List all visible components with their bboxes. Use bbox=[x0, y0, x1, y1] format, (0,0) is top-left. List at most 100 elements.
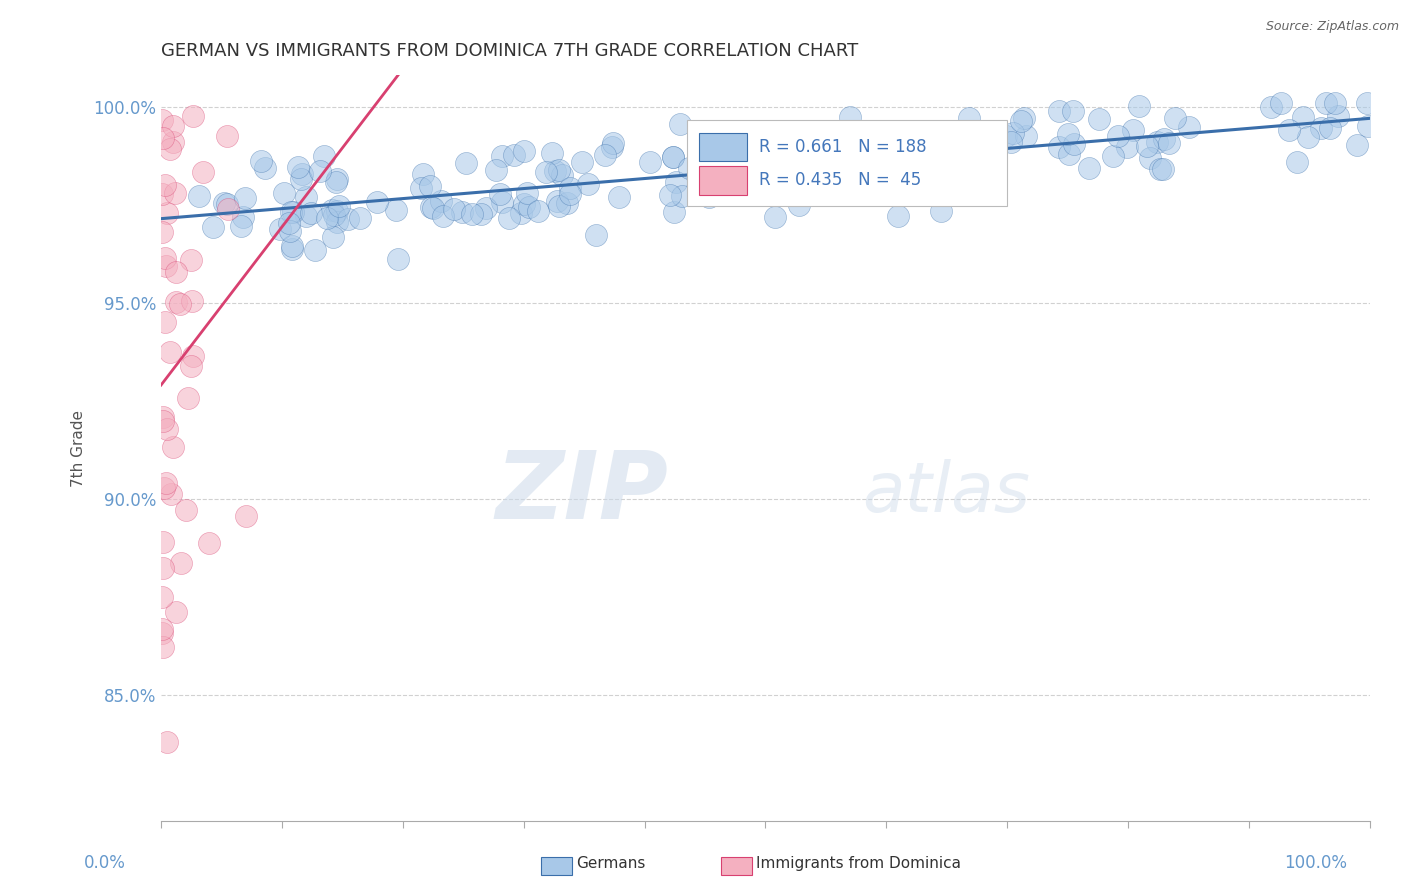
Point bbox=[419, 200, 441, 214]
Point bbox=[725, 149, 748, 163]
Point bbox=[159, 487, 181, 501]
Point bbox=[776, 146, 799, 161]
Point bbox=[946, 141, 969, 155]
Text: atlas: atlas bbox=[862, 459, 1031, 526]
Point bbox=[929, 204, 952, 219]
Point bbox=[853, 148, 876, 162]
Point bbox=[1285, 155, 1308, 169]
Point bbox=[235, 509, 257, 524]
Point bbox=[551, 168, 574, 182]
Point bbox=[928, 149, 950, 163]
Point bbox=[250, 154, 273, 169]
Point bbox=[824, 178, 846, 193]
Point bbox=[830, 161, 852, 176]
Point bbox=[763, 210, 786, 224]
Point bbox=[516, 186, 538, 201]
Point bbox=[796, 152, 818, 166]
Point bbox=[232, 210, 254, 224]
Point bbox=[152, 535, 174, 549]
Text: R = 0.661   N = 188: R = 0.661 N = 188 bbox=[759, 137, 927, 156]
Point bbox=[838, 110, 860, 124]
Point bbox=[858, 130, 880, 145]
Point bbox=[1101, 149, 1123, 163]
Point bbox=[872, 157, 894, 171]
Point bbox=[191, 165, 214, 179]
Y-axis label: 7th Grade: 7th Grade bbox=[72, 409, 86, 487]
Point bbox=[785, 164, 807, 178]
Point bbox=[198, 536, 221, 550]
Point bbox=[929, 153, 952, 167]
Point bbox=[1159, 136, 1181, 151]
Point bbox=[176, 391, 198, 405]
Point bbox=[150, 591, 173, 605]
Point bbox=[510, 206, 533, 220]
Point bbox=[887, 209, 910, 223]
Point bbox=[217, 129, 239, 144]
Point bbox=[281, 239, 304, 253]
Point bbox=[155, 476, 177, 491]
Point bbox=[152, 131, 174, 145]
Point bbox=[187, 188, 209, 202]
Point bbox=[150, 225, 173, 239]
Point bbox=[412, 167, 434, 181]
Point bbox=[720, 126, 742, 140]
Point bbox=[659, 187, 682, 202]
Point bbox=[419, 179, 441, 194]
Point bbox=[1296, 129, 1319, 144]
Point bbox=[541, 146, 564, 161]
Point bbox=[322, 208, 344, 222]
Point bbox=[994, 128, 1017, 143]
Point bbox=[912, 167, 935, 181]
Point bbox=[756, 152, 779, 166]
Point bbox=[162, 119, 184, 133]
Text: Source: ZipAtlas.com: Source: ZipAtlas.com bbox=[1265, 20, 1399, 33]
Point bbox=[1355, 95, 1378, 110]
Point bbox=[1323, 95, 1346, 110]
Point bbox=[295, 190, 318, 204]
Point bbox=[877, 177, 900, 191]
Point bbox=[1122, 122, 1144, 136]
Point bbox=[678, 161, 700, 175]
Point bbox=[607, 190, 630, 204]
Point bbox=[409, 181, 432, 195]
Text: Immigrants from Dominica: Immigrants from Dominica bbox=[756, 856, 962, 871]
Point bbox=[150, 187, 173, 202]
Point bbox=[1056, 128, 1078, 142]
Point bbox=[960, 149, 983, 163]
Point bbox=[1063, 137, 1085, 152]
Point bbox=[839, 127, 862, 141]
Point bbox=[294, 209, 316, 223]
Point bbox=[152, 414, 174, 428]
Point bbox=[544, 164, 567, 178]
Text: GERMAN VS IMMIGRANTS FROM DOMINICA 7TH GRADE CORRELATION CHART: GERMAN VS IMMIGRANTS FROM DOMINICA 7TH G… bbox=[162, 42, 858, 60]
Point bbox=[548, 199, 571, 213]
Point bbox=[814, 173, 837, 187]
Point bbox=[503, 147, 526, 161]
Bar bbox=[688, 120, 1007, 206]
Point bbox=[488, 187, 510, 202]
Point bbox=[585, 227, 607, 242]
Point bbox=[233, 191, 256, 205]
Point bbox=[838, 152, 860, 166]
Point bbox=[908, 166, 931, 180]
Point bbox=[513, 145, 536, 159]
Point bbox=[281, 242, 304, 256]
Point bbox=[1278, 123, 1301, 137]
Point bbox=[600, 140, 623, 154]
Point bbox=[155, 259, 177, 273]
Point bbox=[513, 197, 536, 211]
Point bbox=[1116, 140, 1139, 154]
Point bbox=[470, 207, 492, 221]
Point bbox=[153, 316, 176, 330]
Point bbox=[162, 440, 184, 454]
Point bbox=[174, 503, 197, 517]
Point bbox=[456, 156, 478, 170]
Point bbox=[152, 640, 174, 655]
Point bbox=[527, 203, 550, 218]
Point bbox=[790, 166, 813, 180]
Point bbox=[180, 294, 202, 309]
Point bbox=[782, 135, 804, 149]
Point bbox=[766, 177, 789, 191]
Point bbox=[1164, 112, 1187, 126]
Point bbox=[761, 155, 783, 169]
